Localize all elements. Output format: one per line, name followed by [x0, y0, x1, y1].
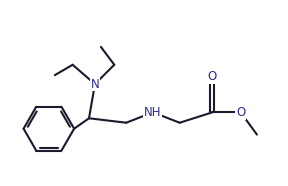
Text: NH: NH — [144, 106, 162, 119]
Text: N: N — [90, 78, 99, 91]
Text: O: O — [208, 70, 217, 83]
Text: O: O — [236, 106, 245, 119]
